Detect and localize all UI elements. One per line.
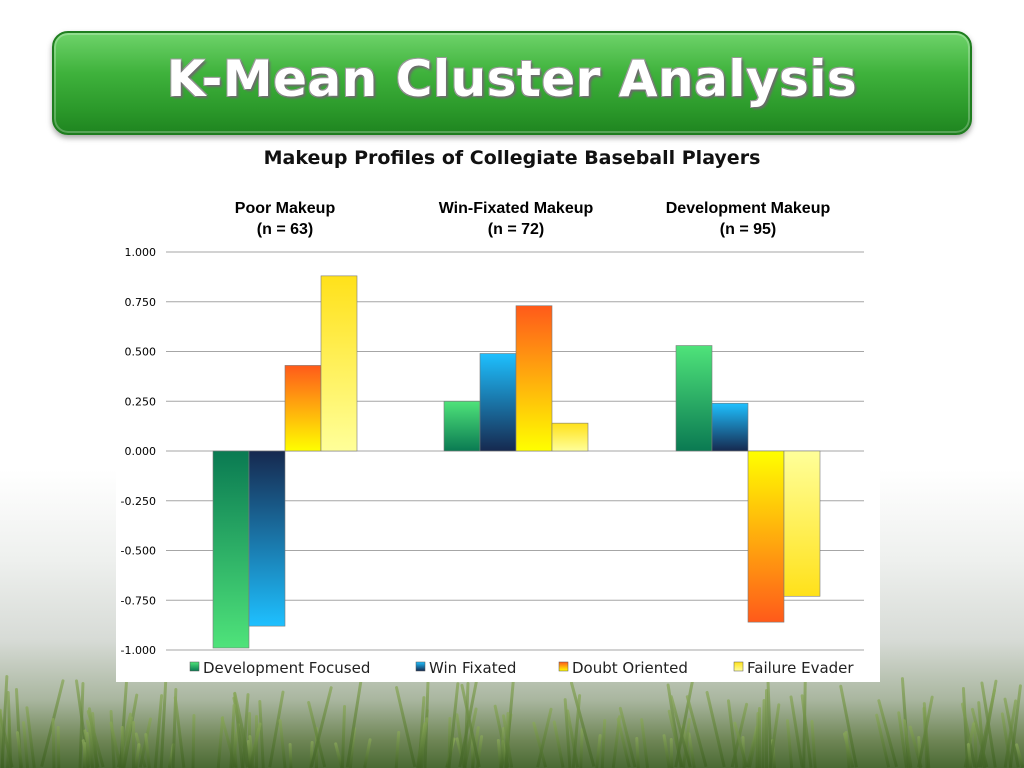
legend-label: Development Focused bbox=[203, 659, 370, 677]
legend-swatch bbox=[415, 661, 426, 672]
group-title: Win-Fixated Makeup bbox=[439, 200, 594, 217]
legend-label: Doubt Oriented bbox=[572, 659, 688, 677]
title-banner bbox=[52, 31, 972, 135]
grass-blade bbox=[765, 689, 768, 768]
group-n-label: (n = 72) bbox=[488, 221, 544, 238]
bar-development-focused bbox=[675, 345, 713, 452]
chart-title: Makeup Profiles of Collegiate Baseball P… bbox=[263, 147, 761, 169]
bar-development-focused bbox=[443, 400, 481, 452]
bar-win-fixated bbox=[711, 402, 749, 452]
bar-doubt-oriented bbox=[747, 450, 785, 623]
y-tick-label: -0.500 bbox=[121, 545, 156, 558]
y-tick-label: 0.500 bbox=[125, 346, 157, 359]
legend-label: Failure Evader bbox=[747, 659, 854, 677]
bar-win-fixated bbox=[479, 353, 517, 452]
legend-label: Win Fixated bbox=[429, 659, 516, 677]
y-tick-label: 0.750 bbox=[125, 296, 157, 309]
legend: Development Focused Win Fixated Doubt Orie… bbox=[189, 659, 854, 677]
y-axis-ticks: 1.000 0.750 0.500 0.250 0.000 -0.250 -0.500 -0.… bbox=[121, 246, 156, 657]
bar-win-fixated bbox=[248, 450, 286, 627]
group-n-label: (n = 63) bbox=[257, 221, 313, 238]
y-tick-label: -1.000 bbox=[121, 644, 156, 657]
grass-blade bbox=[758, 707, 761, 768]
bar-failure-evader bbox=[551, 422, 589, 452]
y-tick-label: 0.000 bbox=[125, 445, 157, 458]
group-n-label: (n = 95) bbox=[720, 221, 776, 238]
bars bbox=[212, 275, 821, 649]
y-tick-label: -0.250 bbox=[121, 495, 156, 508]
y-tick-label: -0.750 bbox=[121, 594, 156, 607]
grass-blade bbox=[132, 721, 135, 768]
bar-failure-evader bbox=[783, 450, 821, 597]
group-title: Poor Makeup bbox=[235, 200, 336, 217]
legend-swatch bbox=[189, 661, 200, 672]
legend-swatch bbox=[733, 661, 744, 672]
slide-title: K-Mean Cluster Analysis bbox=[166, 50, 858, 108]
bar-doubt-oriented bbox=[515, 305, 553, 452]
group-titles: Poor Makeup (n = 63) Win-Fixated Makeup (n … bbox=[235, 200, 831, 238]
y-tick-label: 1.000 bbox=[125, 246, 157, 259]
legend-swatch bbox=[558, 661, 569, 672]
bar-doubt-oriented bbox=[284, 365, 322, 452]
bar-failure-evader bbox=[320, 275, 358, 452]
y-tick-label: 0.250 bbox=[125, 395, 157, 408]
group-title: Development Makeup bbox=[666, 200, 831, 217]
bar-development-focused bbox=[212, 450, 250, 649]
